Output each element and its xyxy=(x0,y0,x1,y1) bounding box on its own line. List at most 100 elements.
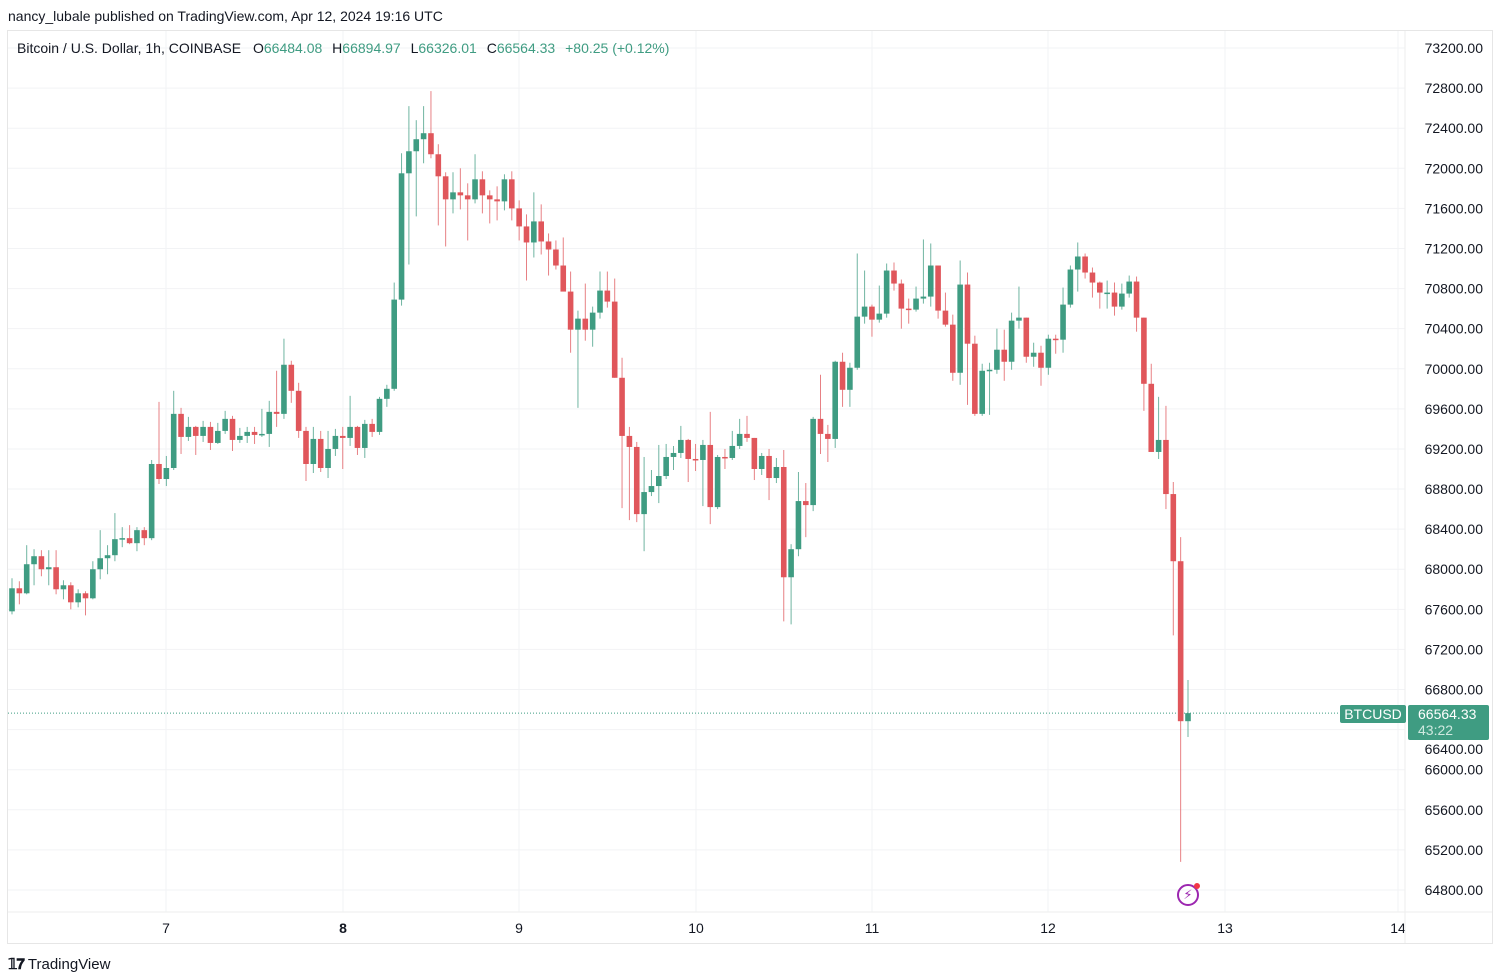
candle[interactable] xyxy=(839,352,846,407)
candle[interactable] xyxy=(170,390,177,471)
candle[interactable] xyxy=(435,144,442,226)
lightning-icon[interactable]: ⚡︎ xyxy=(1177,883,1200,906)
candle[interactable] xyxy=(104,545,111,575)
candle[interactable] xyxy=(1141,317,1147,411)
candle[interactable] xyxy=(685,438,691,483)
candle[interactable] xyxy=(964,272,971,405)
candle[interactable] xyxy=(376,396,383,435)
candle[interactable] xyxy=(362,419,368,458)
candle[interactable] xyxy=(486,190,493,224)
candle[interactable] xyxy=(398,153,405,306)
candle[interactable] xyxy=(1148,363,1155,452)
candle[interactable] xyxy=(237,427,243,443)
candle[interactable] xyxy=(707,411,714,525)
candle[interactable] xyxy=(950,314,956,381)
candle[interactable] xyxy=(354,425,361,455)
candle[interactable] xyxy=(972,335,978,416)
candle[interactable] xyxy=(560,237,567,292)
candle[interactable] xyxy=(1133,276,1140,332)
candle[interactable] xyxy=(90,561,96,600)
candle[interactable] xyxy=(1045,334,1052,375)
candle[interactable] xyxy=(1089,267,1096,298)
candle[interactable] xyxy=(251,426,258,444)
candle[interactable] xyxy=(457,168,464,210)
candle[interactable] xyxy=(1074,242,1081,292)
candle[interactable] xyxy=(200,420,206,442)
candle[interactable] xyxy=(332,428,339,456)
candle[interactable] xyxy=(259,408,265,437)
candle[interactable] xyxy=(244,426,250,443)
candle[interactable] xyxy=(780,449,787,622)
candle[interactable] xyxy=(935,265,941,319)
candle[interactable] xyxy=(391,282,397,391)
candle[interactable] xyxy=(986,362,993,415)
tradingview-brand[interactable]: 𝟙𝟕 TradingView xyxy=(8,955,110,974)
candle[interactable] xyxy=(1016,286,1022,329)
candle[interactable] xyxy=(450,172,456,214)
candle[interactable] xyxy=(1001,329,1008,381)
candle[interactable] xyxy=(1060,287,1066,353)
candle[interactable] xyxy=(222,410,228,434)
candle[interactable] xyxy=(641,456,647,552)
candle[interactable] xyxy=(207,421,214,450)
candle[interactable] xyxy=(192,425,199,455)
candle[interactable] xyxy=(891,262,897,291)
candle[interactable] xyxy=(751,437,758,481)
candle[interactable] xyxy=(428,91,434,159)
candle[interactable] xyxy=(920,239,927,304)
candle[interactable] xyxy=(156,401,162,485)
candle[interactable] xyxy=(45,550,52,586)
candle[interactable] xyxy=(656,444,662,504)
candle[interactable] xyxy=(619,357,625,509)
candle[interactable] xyxy=(339,426,346,469)
candle[interactable] xyxy=(16,581,23,605)
candle[interactable] xyxy=(538,204,544,255)
candle[interactable] xyxy=(9,578,15,615)
candle[interactable] xyxy=(1082,253,1088,279)
candle[interactable] xyxy=(678,425,684,458)
candle[interactable] xyxy=(582,283,589,341)
candle[interactable] xyxy=(1067,265,1074,308)
candle[interactable] xyxy=(633,441,640,523)
candle[interactable] xyxy=(148,459,155,541)
candle[interactable] xyxy=(1155,396,1162,459)
candle[interactable] xyxy=(773,457,780,484)
candle[interactable] xyxy=(413,120,420,217)
candle[interactable] xyxy=(310,426,317,474)
candle[interactable] xyxy=(736,418,743,449)
candle[interactable] xyxy=(670,445,677,471)
candle[interactable] xyxy=(825,424,831,462)
candle[interactable] xyxy=(994,328,1000,374)
candle[interactable] xyxy=(567,271,574,353)
candle[interactable] xyxy=(229,415,236,451)
chart-frame[interactable] xyxy=(7,30,1493,944)
candle[interactable] xyxy=(1052,334,1059,354)
candle[interactable] xyxy=(295,382,302,438)
candle[interactable] xyxy=(1177,537,1184,862)
candle[interactable] xyxy=(788,544,794,625)
candle[interactable] xyxy=(700,439,706,507)
candle[interactable] xyxy=(883,263,890,318)
candle[interactable] xyxy=(38,550,45,577)
candle[interactable] xyxy=(134,527,140,552)
candle[interactable] xyxy=(1023,317,1030,363)
candle[interactable] xyxy=(1170,482,1177,636)
candle[interactable] xyxy=(589,306,596,347)
candle[interactable] xyxy=(663,443,669,480)
candle[interactable] xyxy=(692,443,699,472)
candle[interactable] xyxy=(325,430,331,479)
candle[interactable] xyxy=(722,448,728,469)
candle[interactable] xyxy=(766,448,772,501)
candle[interactable] xyxy=(420,106,427,164)
candle[interactable] xyxy=(597,271,603,319)
candle[interactable] xyxy=(1104,280,1110,309)
candle[interactable] xyxy=(854,253,861,370)
candle[interactable] xyxy=(369,418,375,437)
candle[interactable] xyxy=(126,525,133,545)
candle[interactable] xyxy=(31,549,37,586)
candle[interactable] xyxy=(876,285,883,323)
candle[interactable] xyxy=(119,527,126,548)
candle[interactable] xyxy=(75,589,81,608)
candle[interactable] xyxy=(803,483,809,538)
candle[interactable] xyxy=(869,304,875,337)
